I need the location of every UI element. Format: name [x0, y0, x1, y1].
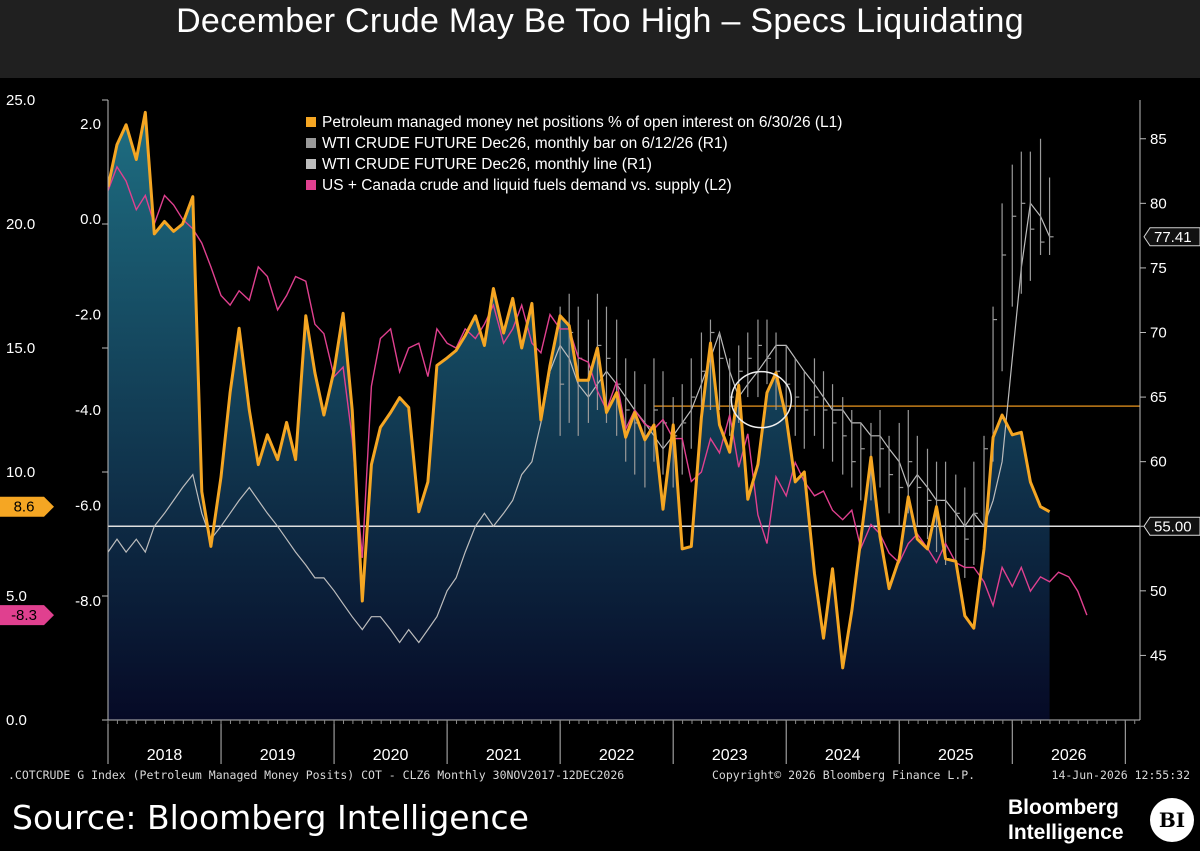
right-value-marker	[1143, 227, 1200, 247]
legend-swatch	[306, 180, 316, 190]
left-outer-tick-label: 5.0	[6, 588, 27, 605]
right-tick-label: 75	[1150, 260, 1167, 277]
legend-box	[296, 108, 996, 204]
left-inner-tick-label: -4.0	[75, 402, 101, 419]
left-value-marker	[0, 496, 54, 517]
legend-swatch	[306, 117, 316, 127]
left-value-marker-label: -8.3	[11, 607, 37, 624]
left-inner-tick-label: -8.0	[75, 593, 101, 610]
x-axis-year-label: 2026	[1051, 747, 1087, 764]
right-tick-label: 45	[1150, 647, 1167, 664]
x-axis-year-label: 2018	[147, 747, 183, 764]
left-outer-tick-label: 10.0	[6, 464, 35, 481]
title-band	[0, 0, 1200, 78]
x-axis-year-label: 2025	[938, 747, 974, 764]
right-value-marker-label: 55.00	[1154, 518, 1192, 535]
x-axis-year-label: 2024	[825, 747, 861, 764]
left-inner-tick-label: 2.0	[80, 116, 101, 133]
left-inner-tick-label: -2.0	[75, 307, 101, 324]
chart: 25.0 20.0 15.0 10.0 5.0 0.0 2.0 0.0 -2.0 -4.0 -6.0…	[0, 78, 1200, 768]
x-axis-year-label: 2021	[486, 747, 522, 764]
source-text: Source: Bloomberg Intelligence	[12, 798, 529, 837]
footer-timestamp: 14-Jun-2026 12:55:32	[1051, 768, 1190, 782]
left-outer-tick-label: 25.0	[6, 92, 35, 109]
left-value-marker	[0, 605, 54, 626]
right-tick-label: 70	[1150, 325, 1167, 342]
annotation-circle	[730, 370, 793, 429]
x-axis-year-label: 2023	[712, 747, 748, 764]
legend-entry: WTI CRUDE FUTURE Dec26, monthly line (R1…	[322, 156, 652, 173]
right-tick-label: 50	[1150, 583, 1167, 600]
series-managed-money-line	[108, 110, 1051, 670]
legend-entry: Petroleum managed money net positions % …	[322, 114, 842, 131]
bi-logo-icon: BI	[1150, 798, 1194, 842]
right-tick-label: 85	[1150, 131, 1167, 148]
left-inner-tick-label: 0.0	[80, 211, 101, 228]
left-outer-tick-label: 0.0	[6, 712, 27, 729]
legend-swatch	[306, 138, 316, 148]
brand-name-line2: Intelligence	[1008, 821, 1124, 844]
footer-copyright: Copyright© 2026 Bloomberg Finance L.P.	[712, 768, 976, 782]
legend-swatch	[306, 159, 316, 169]
right-value-marker-label: 77.41	[1154, 229, 1192, 246]
legend-entry: WTI CRUDE FUTURE Dec26, monthly bar on 6…	[322, 135, 728, 152]
brand-name-line1: Bloomberg	[1008, 796, 1119, 819]
x-axis-year-label: 2022	[599, 747, 635, 764]
legend-entry: US + Canada crude and liquid fuels deman…	[322, 177, 732, 194]
right-tick-label: 80	[1150, 195, 1167, 212]
page-title: December Crude May Be Too High – Specs L…	[176, 2, 1024, 40]
right-tick-label: 60	[1150, 454, 1167, 471]
footer-index-text: .COTCRUDE G Index (Petroleum Managed Mon…	[8, 768, 625, 782]
x-axis-year-label: 2019	[260, 747, 296, 764]
left-value-marker-label: 8.6	[14, 499, 35, 516]
left-outer-tick-label: 15.0	[6, 340, 35, 357]
left-outer-tick-label: 20.0	[6, 216, 35, 233]
x-axis-year-label: 2020	[373, 747, 409, 764]
right-tick-label: 65	[1150, 389, 1167, 406]
left-inner-tick-label: -6.0	[75, 497, 101, 514]
right-value-marker	[1143, 516, 1200, 536]
